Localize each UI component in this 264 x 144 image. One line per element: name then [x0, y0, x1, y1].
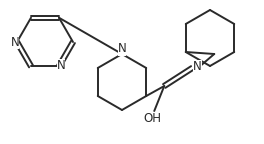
- Text: N: N: [56, 59, 65, 72]
- Text: OH: OH: [143, 112, 161, 126]
- Text: N: N: [193, 59, 202, 72]
- Text: N: N: [11, 36, 19, 49]
- Text: N: N: [118, 42, 126, 55]
